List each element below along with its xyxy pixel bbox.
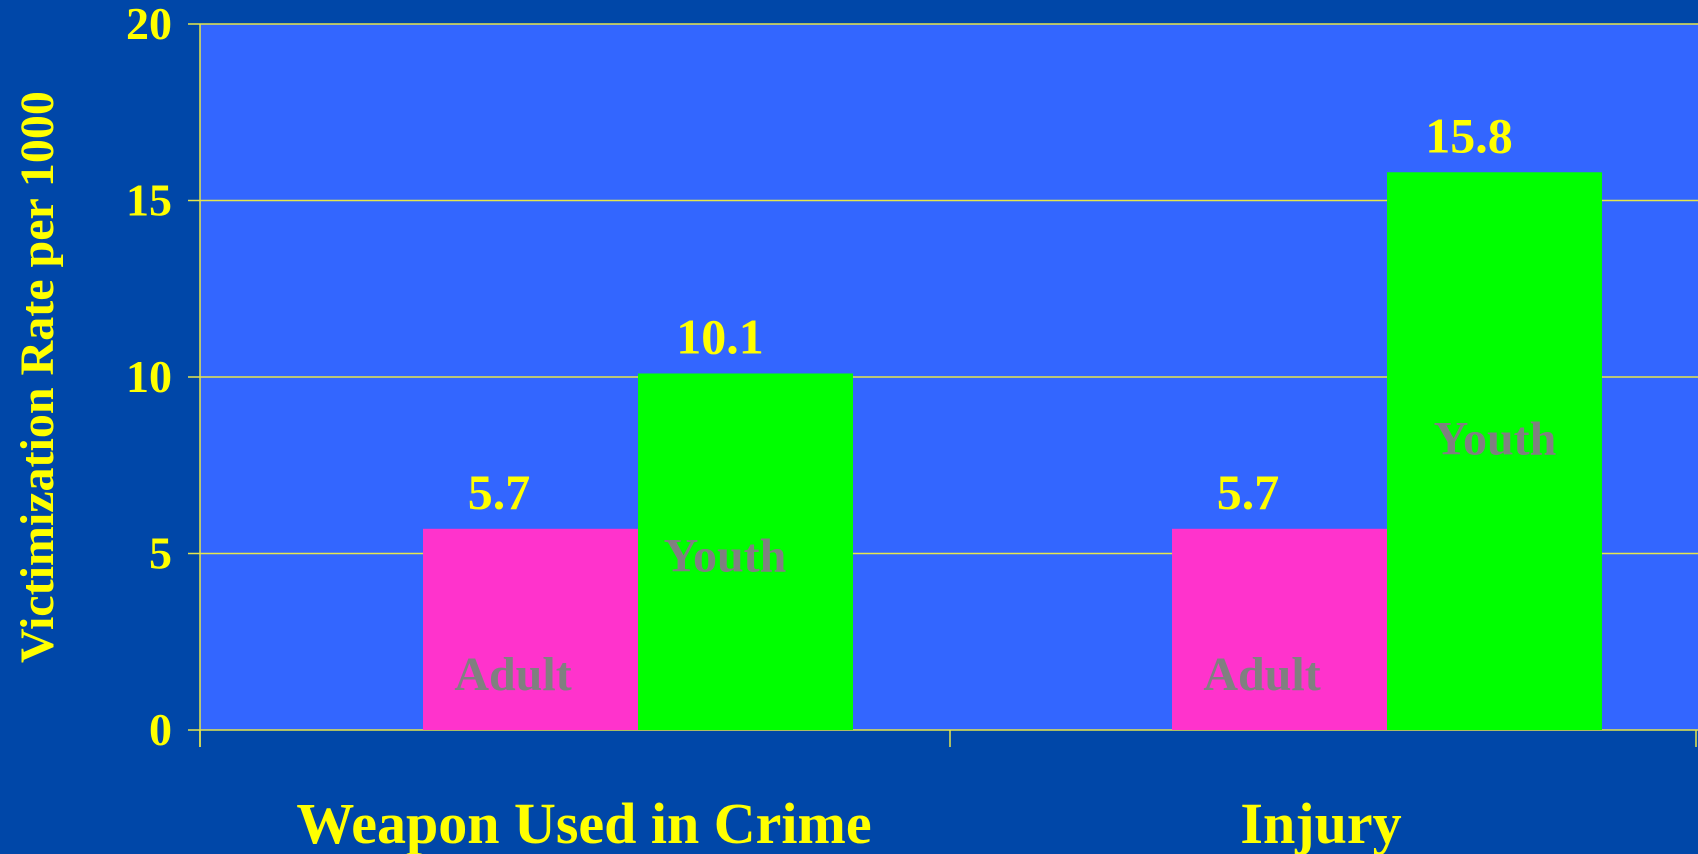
bar-series-label: Youth [1434,412,1557,465]
y-tick-label: 10 [126,351,172,402]
y-tick-label: 5 [149,528,172,579]
data-label: 5.7 [468,464,531,520]
y-axis-label: Victimization Rate per 1000 [11,91,64,663]
bar-youth-1 [638,373,853,730]
y-tick-label: 15 [126,175,172,226]
data-label: 5.7 [1217,464,1280,520]
x-category-label: Weapon Used in Crime [296,791,871,854]
bar-adult-2 [1172,528,1387,730]
labels: 5.7 Adult 10.1 Youth Weapon Used in Crime 5.7… [296,107,1556,854]
y-tick-label: 0 [149,704,172,755]
bar-adult-1 [423,528,638,730]
y-tick-label: 20 [126,0,172,49]
bar-series-label: Adult [1203,648,1320,701]
bars [423,172,1602,730]
bar-youth-2 [1387,172,1602,730]
data-label: 10.1 [676,308,764,364]
bar-series-label: Youth [664,530,787,583]
x-category-label: Injury [1240,791,1401,854]
bar-series-label: Adult [454,648,571,701]
data-label: 15.8 [1425,107,1513,163]
